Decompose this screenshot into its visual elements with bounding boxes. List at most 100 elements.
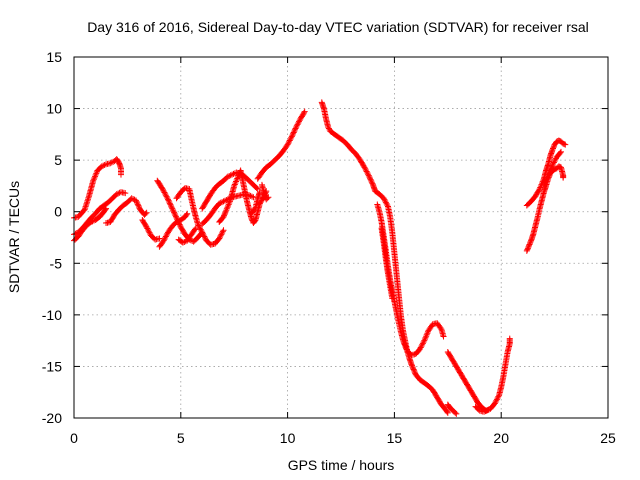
data-point — [410, 365, 417, 372]
data-point — [526, 241, 533, 248]
data-point — [546, 168, 553, 175]
data-point — [411, 369, 418, 376]
data-point — [291, 126, 298, 133]
x-tick-label: 15 — [387, 430, 403, 446]
data-point — [234, 175, 241, 182]
data-point — [301, 108, 308, 115]
data-point — [424, 330, 431, 337]
data-point — [523, 247, 530, 254]
data-point — [171, 209, 178, 216]
data-point — [198, 227, 205, 234]
data-point — [181, 238, 188, 245]
data-point — [170, 208, 177, 215]
data-point — [218, 231, 225, 238]
data-point — [364, 169, 371, 176]
data-point — [363, 168, 370, 175]
data-point — [369, 180, 376, 187]
data-point — [551, 158, 558, 165]
data-point — [117, 171, 124, 178]
data-point — [300, 109, 307, 116]
data-point — [423, 333, 430, 340]
data-point — [365, 172, 372, 179]
data-point — [493, 397, 500, 404]
data-point — [226, 172, 233, 179]
data-point — [549, 146, 556, 153]
axis-ticks: 0 5 10 15 20 25 -20 -15 -10 -5 0 5 10 15 — [42, 49, 616, 446]
data-point — [197, 225, 204, 232]
data-point — [92, 173, 99, 180]
data-point — [410, 366, 417, 373]
data-point — [366, 173, 373, 180]
data-point — [409, 363, 416, 370]
data-point — [290, 129, 297, 136]
data-point — [134, 201, 141, 208]
data-point — [361, 164, 368, 171]
data-point — [253, 184, 260, 191]
y-tick-label: 10 — [46, 101, 62, 117]
data-point — [368, 177, 375, 184]
data-point — [195, 222, 202, 229]
data-point — [80, 207, 87, 214]
data-point — [290, 130, 297, 137]
data-point — [162, 233, 169, 240]
data-point — [103, 205, 110, 212]
data-point — [403, 345, 410, 352]
data-point — [172, 212, 179, 219]
data-point — [550, 160, 557, 167]
data-point — [231, 181, 238, 188]
data-point — [231, 182, 238, 189]
data-point — [230, 170, 237, 177]
data-point — [417, 345, 424, 352]
data-point — [547, 166, 554, 173]
data-point — [506, 335, 513, 342]
data-point — [225, 202, 232, 209]
data-point — [162, 192, 169, 199]
data-point — [550, 144, 557, 151]
data-point — [292, 125, 299, 132]
data-point — [380, 195, 387, 202]
data-point — [221, 211, 228, 218]
y-tick-label: -5 — [50, 255, 63, 271]
data-point — [199, 230, 206, 237]
data-point — [90, 176, 97, 183]
data-point — [365, 171, 372, 178]
data-point — [493, 396, 500, 403]
y-tick-label: -20 — [42, 410, 62, 426]
data-point — [367, 176, 374, 183]
data-point — [168, 202, 175, 209]
data-point — [89, 218, 96, 225]
data-point — [173, 214, 180, 221]
data-point — [558, 148, 565, 155]
data-point — [286, 138, 293, 145]
data-point — [481, 408, 488, 415]
data-point — [93, 170, 100, 177]
data-point — [161, 189, 168, 196]
data-point — [549, 162, 556, 169]
data-point — [227, 172, 234, 179]
data-point — [134, 200, 141, 207]
data-point — [527, 240, 534, 247]
data-point — [536, 186, 543, 193]
data-point — [115, 190, 122, 197]
data-point — [417, 344, 424, 351]
data-point — [383, 200, 390, 207]
data-point — [362, 165, 369, 172]
data-point — [202, 234, 209, 241]
data-point — [223, 207, 230, 214]
data-point — [160, 237, 167, 244]
data-point — [143, 209, 150, 216]
data-point — [264, 195, 271, 202]
data-point — [175, 220, 182, 227]
data-point — [142, 222, 149, 229]
data-point — [146, 229, 153, 236]
data-point — [197, 226, 204, 233]
data-point — [183, 211, 190, 218]
data-point — [381, 196, 388, 203]
data-point — [420, 339, 427, 346]
data-point — [547, 167, 554, 174]
data-point — [561, 141, 568, 148]
data-point — [135, 203, 142, 210]
data-point — [485, 406, 492, 413]
y-tick-label: 15 — [46, 49, 62, 65]
